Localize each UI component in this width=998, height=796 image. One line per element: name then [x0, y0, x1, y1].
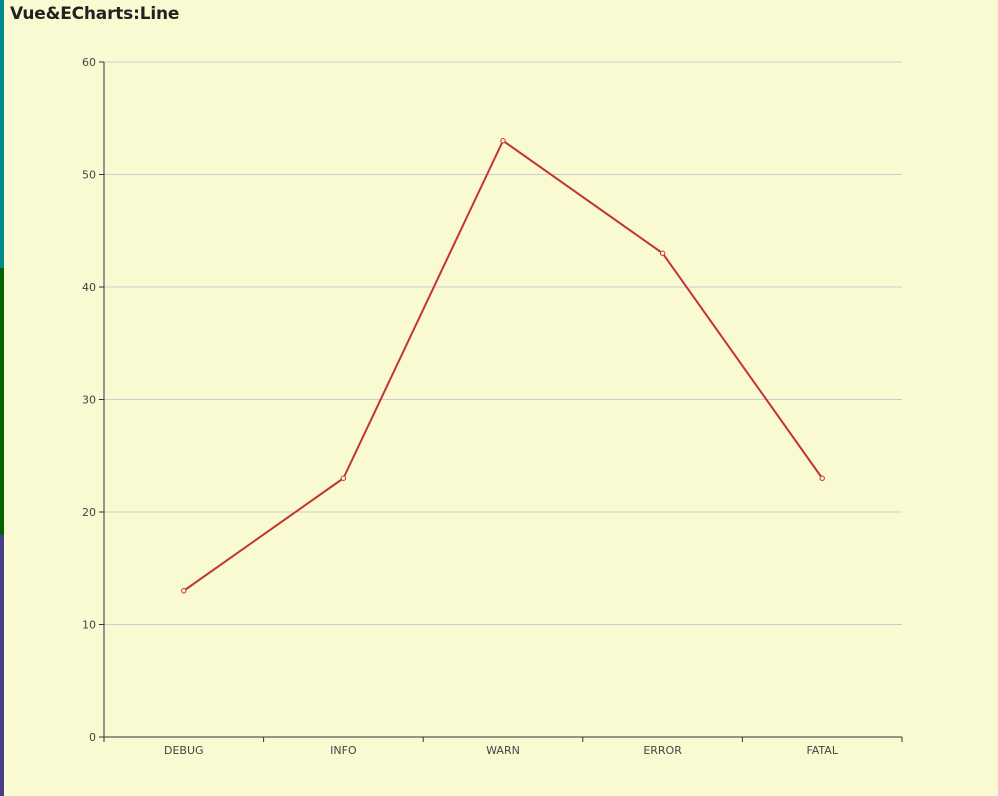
y-tick-label: 30 [82, 394, 96, 407]
chart-title: Vue&ECharts:Line [10, 4, 180, 24]
x-tick-label-fatal: FATAL [806, 744, 838, 757]
data-point-error[interactable] [659, 250, 666, 256]
y-tick-label: 20 [82, 506, 96, 519]
y-tick-label: 60 [82, 56, 96, 69]
data-point-debug[interactable] [181, 588, 187, 594]
x-tick-label-info: INFO [330, 744, 357, 757]
y-tick-label: 40 [82, 281, 96, 294]
y-tick-label: 50 [82, 169, 96, 182]
strip-segment-3 [0, 535, 4, 796]
data-point-fatal[interactable] [819, 475, 825, 481]
y-tick-label: 10 [82, 619, 96, 632]
x-tick-label-error: ERROR [643, 744, 682, 757]
strip-segment-1 [0, 0, 4, 268]
strip-segment-2 [0, 268, 4, 535]
x-tick-label-warn: WARN [486, 744, 520, 757]
data-point-info[interactable] [340, 475, 347, 481]
data-point-warn[interactable] [500, 138, 506, 144]
y-tick-label: 0 [89, 731, 96, 744]
x-tick-label-debug: DEBUG [164, 744, 204, 757]
left-color-strip [0, 0, 4, 796]
axes: 0 10 20 30 40 50 60 DEBUG INFO WARN ERROR FATAL [82, 56, 903, 757]
series [181, 138, 825, 594]
grid-lines [104, 61, 902, 625]
series-line-0 [183, 139, 824, 592]
